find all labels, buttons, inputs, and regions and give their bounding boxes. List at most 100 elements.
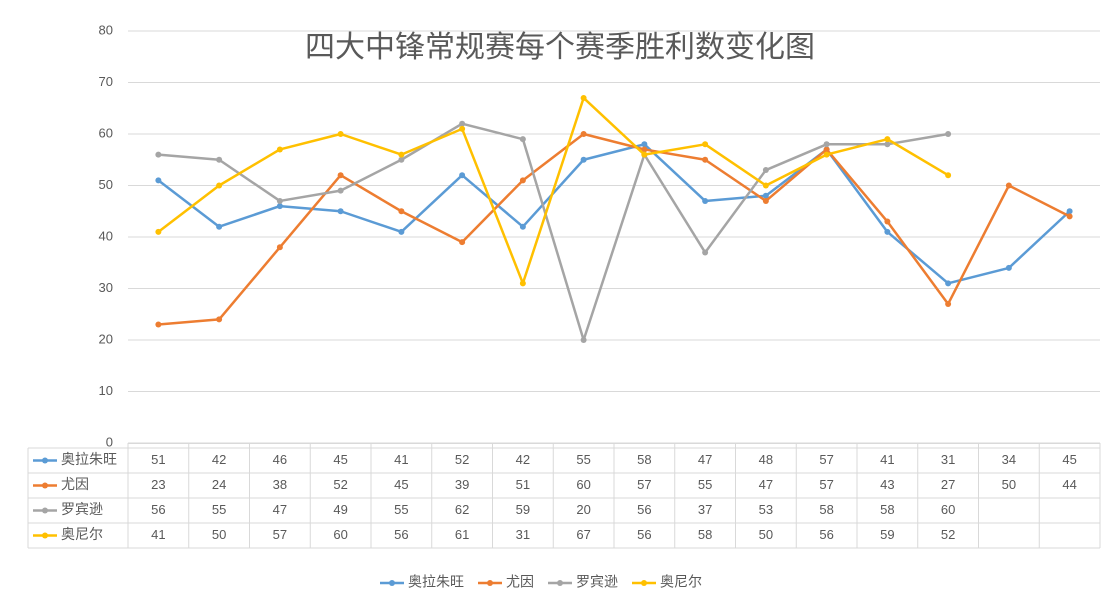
marker: [823, 141, 830, 148]
table-cell: 41: [880, 452, 894, 467]
table-cell: 42: [516, 452, 530, 467]
marker: [884, 136, 891, 143]
legend-label: 罗宾逊: [576, 574, 618, 590]
table-cell: 45: [333, 452, 347, 467]
table-cell: 56: [394, 527, 408, 542]
legend-label: 奥尼尔: [660, 574, 702, 590]
table-cell: 34: [1002, 452, 1016, 467]
marker: [884, 141, 891, 148]
marker: [702, 141, 709, 148]
marker: [762, 182, 769, 189]
marker: [459, 172, 466, 179]
table-cell: 58: [698, 527, 712, 542]
table-cell: 43: [880, 477, 894, 492]
marker: [276, 197, 283, 204]
table-cell: 60: [333, 527, 347, 542]
table-cell: 62: [455, 502, 469, 517]
table-cell: 67: [576, 527, 590, 542]
series-line: [158, 132, 1071, 326]
y-tick-label: 10: [99, 383, 113, 398]
y-tick-label: 50: [99, 177, 113, 192]
marker: [945, 280, 952, 287]
marker: [762, 192, 769, 199]
table-cell: 52: [455, 452, 469, 467]
marker: [155, 228, 162, 235]
table-cell: 58: [880, 502, 894, 517]
marker: [945, 300, 952, 307]
marker: [337, 172, 344, 179]
table-cell: 57: [637, 477, 651, 492]
marker: [216, 316, 223, 323]
table-cell: 57: [819, 477, 833, 492]
marker: [641, 141, 648, 148]
table-series-name: 奥尼尔: [61, 526, 103, 542]
marker: [823, 146, 830, 153]
table-cell: 55: [698, 477, 712, 492]
marker: [519, 177, 526, 184]
marker: [823, 151, 830, 158]
legend-key: [389, 580, 395, 586]
marker: [216, 182, 223, 189]
marker: [641, 146, 648, 153]
table-legend-key: [42, 482, 48, 489]
marker: [580, 131, 587, 137]
series-line: [157, 143, 1071, 285]
series-line: [157, 96, 949, 285]
legend-key: [487, 580, 493, 586]
marker: [702, 156, 709, 163]
table-legend-key: [42, 457, 48, 464]
table-cell: 59: [516, 502, 530, 517]
table-cell: 57: [273, 527, 287, 542]
table-cell: 45: [1062, 452, 1076, 467]
table-cell: 51: [516, 477, 530, 492]
table-cell: 46: [273, 452, 287, 467]
table-cell: 51: [151, 452, 165, 467]
series-line: [158, 122, 949, 342]
marker: [884, 218, 891, 225]
marker: [580, 94, 587, 101]
table-cell: 47: [273, 502, 287, 517]
y-tick-label: 0: [106, 434, 113, 449]
marker: [276, 244, 283, 251]
y-tick-label: 40: [99, 228, 113, 243]
marker: [398, 156, 405, 163]
table-cell: 24: [212, 477, 226, 492]
table-cell: 60: [941, 502, 955, 517]
marker: [580, 337, 587, 343]
table-cell: 56: [151, 502, 165, 517]
table-cell: 57: [819, 452, 833, 467]
table-cell: 31: [516, 527, 530, 542]
marker: [337, 208, 344, 215]
marker: [519, 223, 526, 230]
table-cell: 37: [698, 502, 712, 517]
table-cell: 53: [759, 502, 773, 517]
y-tick-label: 80: [99, 22, 113, 37]
legend-key: [641, 580, 647, 586]
table-cell: 60: [576, 477, 590, 492]
marker: [519, 136, 526, 143]
table-series-name: 罗宾逊: [61, 501, 103, 517]
marker: [702, 249, 709, 256]
marker: [155, 177, 162, 184]
table-cell: 44: [1062, 477, 1076, 492]
table-cell: 27: [941, 477, 955, 492]
table-cell: 50: [212, 527, 226, 542]
marker: [762, 197, 769, 204]
table-series-name: 奥拉朱旺: [61, 451, 117, 467]
marker: [155, 321, 162, 328]
table-cell: 23: [151, 477, 165, 492]
marker: [398, 228, 405, 235]
marker: [216, 223, 223, 230]
table-cell: 56: [819, 527, 833, 542]
table-cell: 56: [637, 502, 651, 517]
table-cell: 47: [759, 477, 773, 492]
y-tick-label: 30: [99, 280, 113, 295]
marker: [945, 131, 952, 137]
table-cell: 39: [455, 477, 469, 492]
marker: [1005, 182, 1012, 189]
chart-title: 四大中锋常规赛每个赛季胜利数变化图: [305, 31, 815, 64]
table-legend-key: [42, 532, 48, 539]
y-tick-label: 60: [99, 125, 113, 140]
